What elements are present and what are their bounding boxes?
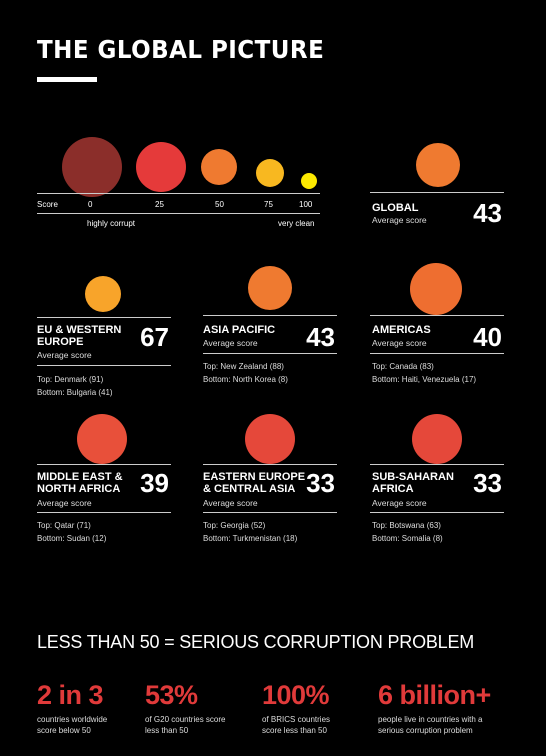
- region-middle-east-north-africa: MIDDLE EAST & NORTH AFRICA Average score…: [37, 410, 171, 550]
- global-avg-label: Average score: [372, 215, 427, 225]
- global-circle: [416, 143, 460, 187]
- scale-tick-0: 0: [88, 200, 93, 209]
- region-name: SUB-SAHARAN AFRICA: [372, 471, 454, 495]
- region-avg-label: Average score: [37, 498, 92, 508]
- region-avg-label: Average score: [37, 350, 92, 360]
- scale-circle-0: [62, 137, 122, 197]
- region-bottom: Bottom: Bulgaria (41): [37, 388, 113, 397]
- global-score: 43: [473, 198, 502, 228]
- region-score: 40: [473, 322, 502, 352]
- region-divider: [37, 464, 171, 465]
- region-divider-lower: [37, 365, 171, 366]
- region-bottom: Bottom: Turkmenistan (18): [203, 534, 298, 543]
- region-name: AMERICAS: [372, 324, 431, 336]
- region-divider: [370, 315, 504, 316]
- region-top: Top: Canada (83): [372, 362, 434, 371]
- stat-desc: of G20 countries score less than 50: [145, 715, 226, 735]
- global-block: GLOBAL Average score 43: [370, 140, 504, 230]
- region-score: 43: [306, 322, 335, 352]
- scale-line: [37, 193, 320, 194]
- scale-circle-75: [256, 159, 284, 187]
- scale-circle-100: [301, 173, 317, 189]
- region-bottom: Bottom: North Korea (8): [203, 375, 288, 384]
- page-title: THE GLOBAL PICTURE: [37, 35, 325, 64]
- region-avg-label: Average score: [203, 338, 258, 348]
- region-divider: [37, 317, 171, 318]
- region-name: ASIA PACIFIC: [203, 324, 276, 336]
- region-avg-label: Average score: [372, 338, 427, 348]
- region-bottom: Bottom: Sudan (12): [37, 534, 107, 543]
- stat-value: 53%: [145, 680, 198, 710]
- region-eastern-europe-central-asia: EASTERN EUROPE & CENTRAL ASIA Average sc…: [203, 410, 337, 550]
- scale-circle-50: [201, 149, 237, 185]
- scale-tick-25: 25: [155, 200, 164, 209]
- title-underline: [37, 77, 97, 82]
- stat-brics: 100% of BRICS countries score less than …: [262, 680, 372, 736]
- region-circle: [85, 276, 121, 312]
- stat-two-in-three: 2 in 3 countries worldwide score below 5…: [37, 680, 147, 736]
- region-divider: [203, 464, 337, 465]
- scale-right-label: very clean: [278, 219, 315, 228]
- region-name: EU & WESTERN EUROPE: [37, 324, 122, 348]
- region-divider-lower: [203, 512, 337, 513]
- stat-desc: countries worldwide score below 50: [37, 715, 108, 735]
- scale-tick-100: 100: [299, 200, 313, 209]
- score-scale: Score 0 25 50 75 100 highly corrupt very…: [37, 125, 320, 235]
- region-name: EASTERN EUROPE & CENTRAL ASIA: [203, 471, 306, 495]
- region-americas: AMERICAS Average score 40 Top: Canada (8…: [370, 260, 504, 395]
- stat-value: 6 billion+: [378, 680, 491, 710]
- region-avg-label: Average score: [203, 498, 258, 508]
- region-name: MIDDLE EAST & NORTH AFRICA: [37, 471, 123, 495]
- region-divider-lower: [370, 353, 504, 354]
- scale-circle-25: [136, 142, 186, 192]
- region-top: Top: Georgia (52): [203, 521, 266, 530]
- scale-tick-75: 75: [264, 200, 273, 209]
- region-top: Top: Denmark (91): [37, 375, 104, 384]
- region-score: 39: [140, 468, 169, 498]
- region-circle: [410, 263, 462, 315]
- region-eu-western-europe: EU & WESTERN EUROPE Average score 67 Top…: [37, 270, 171, 405]
- region-top: Top: Botswana (63): [372, 521, 441, 530]
- region-top: Top: New Zealand (88): [203, 362, 284, 371]
- stat-g20: 53% of G20 countries score less than 50: [145, 680, 255, 736]
- scale-label: Score: [37, 200, 58, 209]
- scale-tick-50: 50: [215, 200, 224, 209]
- stat-six-billion: 6 billion+ people live in countries with…: [378, 680, 528, 736]
- region-bottom: Bottom: Haiti, Venezuela (17): [372, 375, 477, 384]
- serious-corruption-headline: LESS THAN 50 = SERIOUS CORRUPTION PROBLE…: [37, 632, 475, 652]
- stat-desc: of BRICS countries score less than 50: [262, 715, 331, 735]
- region-circle: [245, 414, 295, 464]
- stat-desc: people live in countries with a serious …: [378, 715, 483, 735]
- scale-left-label: highly corrupt: [87, 219, 136, 228]
- scale-line-lower: [37, 213, 320, 214]
- region-circle: [248, 266, 292, 310]
- region-score: 67: [140, 322, 169, 352]
- global-divider: [370, 192, 504, 193]
- stat-value: 2 in 3: [37, 680, 104, 710]
- region-avg-label: Average score: [372, 498, 427, 508]
- global-name: GLOBAL: [372, 202, 419, 214]
- region-divider-lower: [370, 512, 504, 513]
- region-top: Top: Qatar (71): [37, 521, 91, 530]
- region-circle: [412, 414, 462, 464]
- region-asia-pacific: ASIA PACIFIC Average score 43 Top: New Z…: [203, 260, 337, 395]
- region-score: 33: [473, 468, 502, 498]
- region-bottom: Bottom: Somalia (8): [372, 534, 443, 543]
- region-divider: [203, 315, 337, 316]
- region-divider-lower: [37, 512, 171, 513]
- region-score: 33: [306, 468, 335, 498]
- region-circle: [77, 414, 127, 464]
- stat-value: 100%: [262, 680, 330, 710]
- region-sub-saharan-africa: SUB-SAHARAN AFRICA Average score 33 Top:…: [370, 410, 504, 550]
- region-divider: [370, 464, 504, 465]
- region-divider-lower: [203, 353, 337, 354]
